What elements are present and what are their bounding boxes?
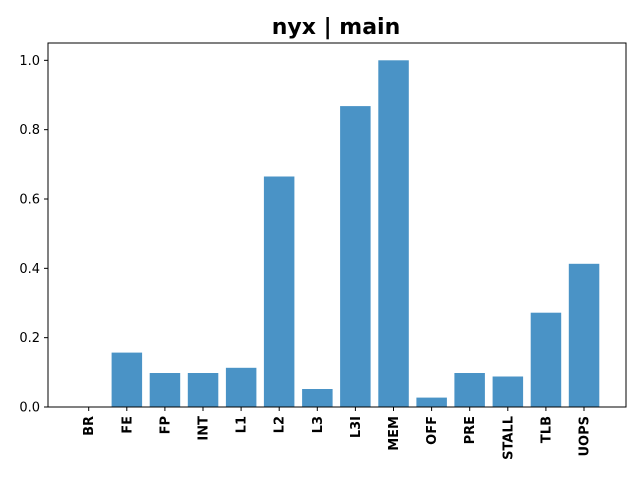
x-tick-label: MEM bbox=[387, 416, 402, 451]
bar-stall bbox=[492, 376, 524, 407]
bar-fp bbox=[149, 373, 181, 407]
x-tick-label: FP bbox=[158, 416, 173, 434]
bar-mem bbox=[378, 60, 409, 408]
bars-group bbox=[111, 60, 600, 408]
y-tick-label: 0.4 bbox=[19, 262, 40, 277]
bar-l2 bbox=[263, 176, 295, 407]
x-tick-label: L3 bbox=[311, 416, 326, 433]
bar-l1 bbox=[225, 367, 257, 407]
bar-off bbox=[416, 397, 447, 407]
y-axis: 0.0 0.2 0.4 0.6 0.8 1.0 bbox=[19, 54, 48, 416]
x-tick-label: L2 bbox=[273, 416, 288, 433]
bar-uops bbox=[568, 263, 600, 407]
bar-tlb bbox=[530, 312, 562, 407]
x-tick-label: STALL bbox=[501, 416, 516, 460]
y-tick-label: 0.2 bbox=[19, 331, 40, 346]
x-tick-label: FE bbox=[120, 416, 135, 434]
chart-title: nyx | main bbox=[272, 15, 401, 40]
bar-l3 bbox=[302, 389, 333, 407]
bar-fe bbox=[111, 352, 143, 407]
y-tick-label: 0.8 bbox=[19, 123, 40, 138]
x-tick-label: L3I bbox=[349, 416, 364, 438]
x-tick-label: OFF bbox=[425, 416, 440, 445]
x-tick-label: TLB bbox=[539, 416, 554, 443]
x-tick-label: BR bbox=[82, 416, 97, 436]
x-axis: BR FE FP INT L1 L2 L3 L3I MEM OFF PRE STALL TLB UOPS bbox=[82, 407, 593, 460]
y-tick-label: 0.0 bbox=[19, 401, 40, 416]
plot-frame bbox=[47, 42, 627, 408]
x-tick-label: INT bbox=[197, 416, 212, 441]
bar-pre bbox=[454, 373, 485, 407]
y-tick-label: 1.0 bbox=[19, 54, 40, 69]
bar-l3i bbox=[340, 106, 371, 407]
bar-int bbox=[187, 373, 219, 407]
x-tick-label: UOPS bbox=[578, 416, 593, 457]
x-tick-label: PRE bbox=[463, 416, 478, 444]
x-tick-label: L1 bbox=[235, 416, 250, 433]
y-tick-label: 0.6 bbox=[19, 193, 40, 208]
